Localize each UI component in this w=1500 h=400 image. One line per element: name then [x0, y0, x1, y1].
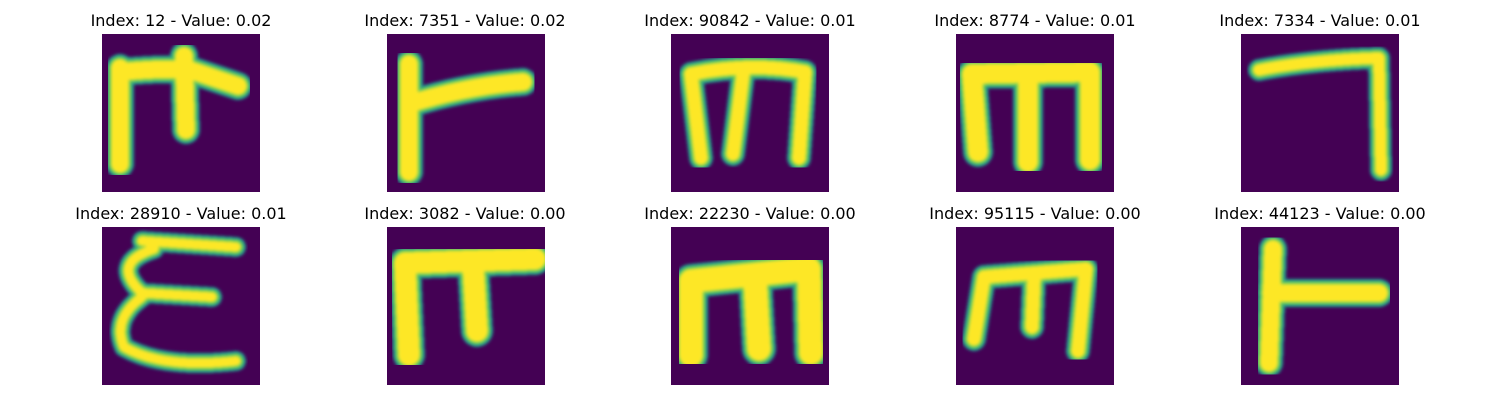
glyph-drawing-2	[387, 34, 545, 192]
glyph-image-10	[1241, 227, 1399, 385]
glyph-drawing-8	[671, 227, 829, 385]
panel-title-9: Index: 95115 - Value: 0.00	[929, 204, 1141, 223]
panel-2	[387, 34, 545, 192]
panel-title-5: Index: 7334 - Value: 0.01	[1219, 11, 1421, 30]
glyph-drawing-4	[956, 34, 1114, 192]
glyph-drawing-10	[1241, 227, 1399, 385]
glyph-image-7	[387, 227, 545, 385]
panel-8	[671, 227, 829, 385]
glyph-stroke-core	[1260, 240, 1388, 372]
glyph-stroke-core	[111, 47, 247, 173]
panel-title-2: Index: 7351 - Value: 0.02	[364, 11, 566, 30]
panel-title-4: Index: 8774 - Value: 0.01	[934, 11, 1136, 30]
panel-1	[102, 34, 260, 192]
glyph-drawing-9	[956, 227, 1114, 385]
glyph-drawing-3	[671, 34, 829, 192]
panel-title-10: Index: 44123 - Value: 0.00	[1214, 204, 1426, 223]
glyph-image-5	[1241, 34, 1399, 192]
glyph-drawing-7	[387, 227, 545, 385]
glyph-drawing-6	[102, 227, 260, 385]
glyph-drawing-1	[102, 34, 260, 192]
glyph-drawing-5	[1241, 34, 1399, 192]
panel-5	[1241, 34, 1399, 192]
panel-title-6: Index: 28910 - Value: 0.01	[75, 204, 287, 223]
panel-6	[102, 227, 260, 385]
panel-4	[956, 34, 1114, 192]
glyph-image-9	[956, 227, 1114, 385]
glyph-image-2	[387, 34, 545, 192]
panel-title-7: Index: 3082 - Value: 0.00	[364, 204, 566, 223]
glyph-stroke-core	[394, 248, 545, 366]
glyph-image-8	[671, 227, 829, 385]
glyph-stroke-core	[115, 236, 241, 369]
panel-title-1: Index: 12 - Value: 0.02	[90, 11, 272, 30]
glyph-stroke-core	[962, 62, 1100, 172]
glyph-image-6	[102, 227, 260, 385]
glyph-image-1	[102, 34, 260, 192]
panel-9	[956, 227, 1114, 385]
glyph-stroke-core	[684, 60, 812, 165]
panel-3	[671, 34, 829, 192]
glyph-image-4	[956, 34, 1114, 192]
glyph-image-3	[671, 34, 829, 192]
glyph-stroke-core	[679, 257, 823, 367]
panel-7	[387, 227, 545, 385]
glyph-stroke-core	[1253, 52, 1387, 176]
panel-title-3: Index: 90842 - Value: 0.01	[644, 11, 856, 30]
panel-10	[1241, 227, 1399, 385]
glyph-stroke-core	[400, 55, 532, 181]
panel-title-8: Index: 22230 - Value: 0.00	[644, 204, 856, 223]
glyph-stroke-core	[967, 262, 1093, 358]
